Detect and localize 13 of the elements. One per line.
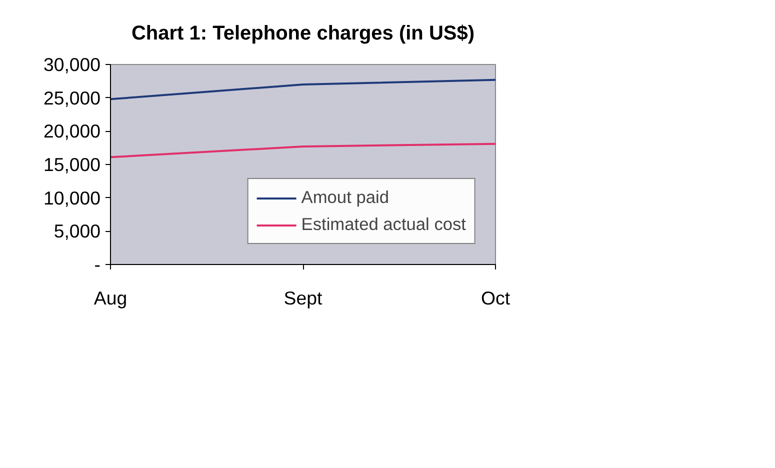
legend-label: Estimated actual cost [301, 214, 466, 235]
y-tick-label: 5,000 [54, 220, 100, 242]
y-tick-label: 25,000 [43, 87, 100, 108]
x-tick-label: Aug [94, 288, 128, 308]
y-tick-label: 30,000 [43, 54, 100, 75]
x-tick-label: Sept [284, 288, 324, 308]
y-tick-label: 15,000 [43, 154, 100, 175]
y-tick-label: 20,000 [43, 120, 100, 142]
chart-title: Chart 1: Telephone charges (in US$) [131, 22, 475, 44]
legend-label: Amout paid [301, 187, 389, 208]
x-tick-label: Oct [480, 288, 511, 308]
y-tick-label: 10,000 [43, 187, 100, 208]
y-tick-label: - [94, 254, 101, 275]
